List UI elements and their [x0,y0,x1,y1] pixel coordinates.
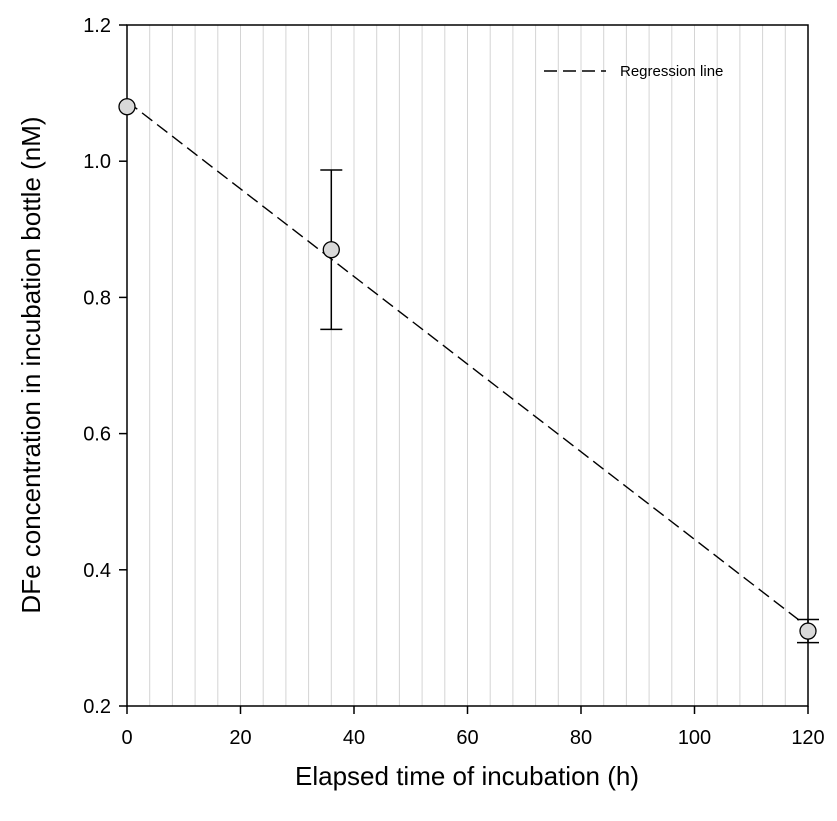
data-point [799,622,817,640]
legend-label: Regression line [620,63,723,80]
y-tick-label: 0.4 [83,560,111,582]
data-points [118,98,819,644]
y-tick-label: 0.2 [83,696,111,718]
x-tick-label: 80 [570,727,592,749]
vertical-grid [149,25,786,706]
y-axis-ticks: 0.2 0.4 0.6 0.8 1.0 1.2 [83,15,127,718]
y-axis-title: DFe concentration in incubation bottle (… [16,116,46,613]
x-axis-title: Elapsed time of incubation (h) [295,761,639,791]
x-tick-label: 0 [121,727,132,749]
x-tick-label: 100 [678,727,711,749]
y-tick-label: 0.6 [83,424,111,446]
y-tick-label: 1.0 [83,151,111,173]
regression-line [126,100,809,628]
x-axis-ticks: 0 20 40 60 80 100 120 [121,706,825,749]
y-tick-label: 0.8 [83,287,111,309]
x-tick-label: 40 [343,727,365,749]
data-point [118,98,136,116]
x-tick-label: 20 [229,727,251,749]
data-point [322,241,340,259]
legend: Regression line [544,63,723,80]
y-tick-label: 1.2 [83,15,111,37]
x-tick-label: 120 [791,727,824,749]
x-tick-label: 60 [456,727,478,749]
